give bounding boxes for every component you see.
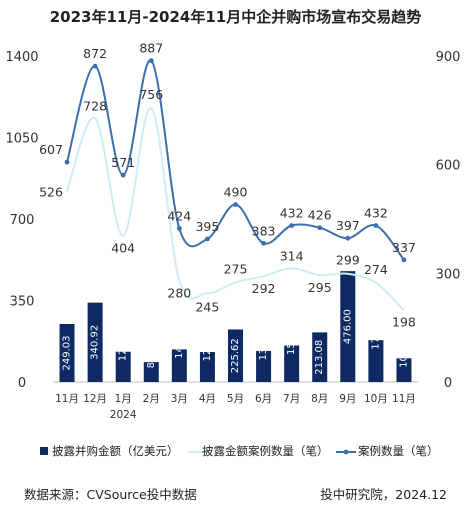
- x-tick-label: 4月: [199, 393, 216, 405]
- credit-note: 投中研究院，2024.12: [320, 487, 447, 502]
- line-case-count-point: [64, 159, 70, 165]
- amount-case-count-label: 404: [111, 241, 135, 256]
- y-right-tick-label: 300: [436, 267, 461, 282]
- y-right-tick-label: 0: [444, 376, 452, 391]
- amount-case-count-label: 292: [252, 281, 276, 296]
- line-case-count-point: [261, 240, 266, 246]
- x-tick-label: 12月: [83, 393, 107, 405]
- y-left-tick-label: 350: [10, 295, 35, 310]
- bar-amount: [228, 329, 243, 382]
- bar-value-label: 133.21: [258, 325, 269, 360]
- bar-amount: [171, 349, 187, 382]
- bar-amount: [87, 302, 103, 382]
- amount-case-count-label: 756: [139, 87, 163, 102]
- x-tick-label: 10月: [364, 393, 388, 405]
- line-case-count-point: [92, 63, 98, 69]
- case-count-label: 490: [224, 185, 248, 200]
- case-count-label: 383: [252, 223, 276, 238]
- case-count-label: 397: [336, 218, 360, 233]
- bar-value-label: 225.62: [230, 338, 241, 373]
- bar-value-label: 128.79: [202, 327, 213, 362]
- bar-amount: [256, 350, 272, 382]
- x-tick-label: 11月: [392, 393, 416, 405]
- bar-value-label: 340.92: [90, 325, 101, 360]
- amount-case-count-label: 198: [392, 314, 416, 329]
- bar-amount: [396, 358, 412, 382]
- case-count-label: 432: [364, 206, 388, 221]
- line-case-count-point: [120, 172, 126, 178]
- line-case-count-point: [233, 202, 238, 207]
- case-count-label: 424: [167, 208, 191, 223]
- x-tick-label: 8月: [311, 393, 328, 405]
- x-tick-label: 7月: [283, 393, 300, 405]
- x-tick-label: 1月: [115, 393, 132, 405]
- y-left-tick-label: 1400: [5, 50, 38, 65]
- amount-case-count-label: 274: [364, 262, 388, 277]
- amount-case-count-label: 526: [39, 184, 63, 199]
- case-count-label: 887: [139, 41, 163, 56]
- chart-title: 2023年11月-2024年11月中企并购市场宣布交易趋势: [49, 8, 422, 26]
- x-year-label: 2024: [110, 409, 137, 421]
- legend-case-label: 案例数量（笔）: [358, 444, 439, 458]
- case-count-label: 432: [280, 206, 304, 221]
- amount-case-count-label: 728: [83, 98, 107, 113]
- x-tick-label: 5月: [227, 393, 244, 405]
- line-case-count-point: [205, 236, 210, 242]
- line-case-count-point: [401, 257, 407, 263]
- legend-amount-case-label: 披露金额案例数量（笔）: [202, 444, 329, 458]
- bar-amount: [199, 352, 215, 382]
- bar-value-label: 85.51: [146, 340, 157, 369]
- line-case-count-point: [345, 235, 351, 241]
- legend-bar-label: 披露并购金额（亿美元）: [52, 444, 179, 458]
- x-tick-label: 2月: [143, 393, 160, 405]
- amount-case-count-label: 275: [224, 261, 248, 276]
- bar-amount: [340, 271, 356, 382]
- bar-value-label: 156.80: [286, 320, 297, 355]
- y-left-tick-label: 0: [18, 376, 26, 391]
- source-note: 数据来源：CVSource投中数据: [24, 487, 197, 502]
- case-count-label: 426: [308, 208, 332, 223]
- line-case-count-point: [317, 225, 323, 231]
- y-left-tick-label: 700: [10, 213, 35, 228]
- y-right-tick-label: 900: [436, 50, 461, 65]
- x-tick-label: 9月: [339, 393, 356, 405]
- amount-case-count-label: 280: [167, 286, 191, 301]
- bar-value-label: 179.60: [370, 315, 381, 350]
- y-right-tick-label: 600: [436, 159, 461, 174]
- bar-amount: [312, 332, 328, 382]
- line-case-count-point: [176, 226, 182, 231]
- line-case-count-point: [148, 58, 154, 64]
- x-tick-label: 6月: [255, 393, 272, 405]
- legend-bar-swatch: [40, 447, 48, 455]
- bar-value-label: 140.07: [174, 324, 185, 359]
- line-case-count-point: [373, 223, 379, 228]
- x-tick-label: 3月: [171, 393, 188, 405]
- case-count-label: 571: [111, 155, 135, 170]
- bar-value-label: 101.75: [398, 333, 409, 368]
- bar-amount: [115, 351, 131, 382]
- bar-value-label: 476.00: [342, 309, 353, 344]
- amount-case-count-label: 245: [195, 299, 219, 314]
- bar-value-label: 213.08: [314, 340, 325, 375]
- bar-amount: [143, 362, 159, 382]
- case-count-label: 395: [195, 219, 219, 234]
- bar-value-label: 129.99: [118, 326, 129, 361]
- amount-case-count-label: 295: [308, 280, 332, 295]
- bar-amount: [368, 340, 384, 382]
- y-left-tick-label: 1050: [5, 132, 38, 147]
- case-count-label: 337: [392, 240, 416, 255]
- legend-case-marker: [343, 449, 349, 455]
- case-count-label: 872: [83, 46, 107, 61]
- bar-amount: [59, 324, 75, 382]
- bar-amount: [284, 345, 300, 382]
- bar-value-label: 249.03: [62, 336, 73, 371]
- case-count-label: 607: [39, 142, 63, 157]
- line-case-count-point: [289, 223, 295, 228]
- amount-case-count-label: 299: [336, 253, 360, 268]
- line-amount-case-count: [66, 107, 405, 312]
- amount-case-count-label: 314: [280, 248, 304, 263]
- x-tick-label: 11月: [55, 393, 79, 405]
